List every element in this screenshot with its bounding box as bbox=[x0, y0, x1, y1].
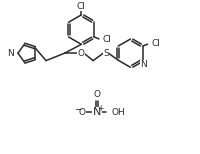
Text: S: S bbox=[103, 49, 109, 58]
Text: −: − bbox=[74, 104, 82, 113]
Text: O: O bbox=[78, 108, 85, 117]
Text: OH: OH bbox=[112, 108, 125, 117]
Text: N: N bbox=[7, 49, 14, 58]
Text: Cl: Cl bbox=[77, 2, 86, 10]
Text: Cl: Cl bbox=[151, 39, 160, 48]
Text: O: O bbox=[94, 90, 101, 99]
Text: N: N bbox=[93, 107, 101, 117]
Text: +: + bbox=[97, 104, 104, 113]
Text: Cl: Cl bbox=[103, 35, 112, 44]
Text: N: N bbox=[140, 60, 147, 69]
Text: O: O bbox=[78, 49, 85, 58]
